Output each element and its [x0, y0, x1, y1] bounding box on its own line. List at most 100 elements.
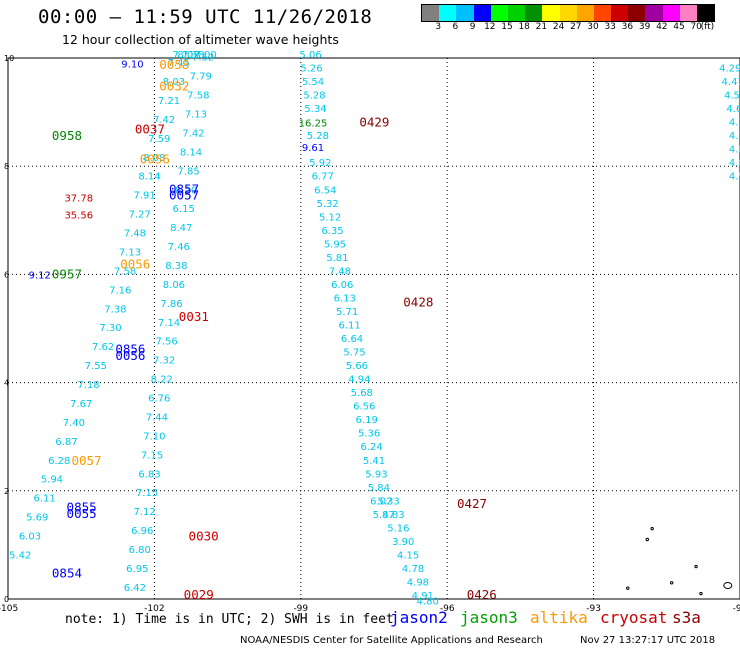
swh-value: 8.20	[175, 185, 197, 196]
swh-value: 4.60	[729, 158, 740, 169]
swh-value: 6.56	[353, 402, 375, 413]
satellite-label-cryosat: cryosat	[600, 608, 668, 627]
legend-swatch	[645, 5, 663, 21]
legend-label: 12	[484, 22, 496, 32]
swh-value: 7.14	[158, 318, 180, 329]
pass-time-label: 0957	[52, 267, 82, 282]
swh-value: 7.16	[109, 285, 131, 296]
legend-swatch	[662, 5, 680, 21]
legend-label: 6	[452, 22, 459, 32]
swh-value: 7.42	[153, 115, 175, 126]
swh-value: 7.30	[99, 323, 121, 334]
swh-value: 8.22	[151, 375, 173, 386]
legend-label: 18	[518, 22, 530, 32]
swh-value: 4.50	[729, 172, 740, 183]
swh-value: 7.18	[182, 50, 204, 61]
swh-value: 4.78	[402, 564, 424, 575]
swh-value: 7.46	[168, 242, 190, 253]
swh-value: 7.59	[148, 134, 170, 145]
pass-time-label: 0426	[467, 587, 497, 602]
x-tick-label: -99	[293, 604, 308, 614]
pass-time-label: 0031	[179, 309, 209, 324]
swh-value: 6.19	[356, 415, 378, 426]
swh-value: 6.11	[33, 494, 55, 505]
legend-label: 42	[656, 22, 668, 32]
swh-value: 5.75	[343, 348, 365, 359]
pass-time-label: 0428	[403, 294, 433, 309]
swh-value: 5.95	[324, 239, 346, 250]
swh-value: 8.14	[180, 147, 202, 158]
swh-value: 6.35	[321, 226, 343, 237]
legend-swatch	[611, 5, 629, 21]
swh-value: 4.91	[412, 591, 434, 602]
swh-value: 5.54	[302, 77, 324, 88]
swh-value: 4.29	[719, 64, 740, 75]
swh-value: 5.41	[363, 456, 385, 467]
pass-time-label: 0056	[115, 348, 145, 363]
swh-value: 5.12	[319, 212, 341, 223]
swh-value-jason2: 9.10	[121, 60, 143, 71]
swh-value: 7.15	[136, 488, 158, 499]
swh-value: 6.87	[55, 437, 77, 448]
swh-value: 4.15	[397, 550, 419, 561]
x-tick-label: -96	[440, 604, 455, 614]
legend-label: 3	[435, 22, 442, 32]
swh-value: 6.80	[129, 545, 151, 556]
legend-label: 70	[690, 22, 702, 32]
footnote: note: 1) Time is in UTC; 2) SWH is in fe…	[65, 612, 394, 627]
pass-time-label: 0427	[457, 496, 487, 511]
pass-time-label: 0056	[140, 151, 170, 166]
swh-value: 5.16	[387, 523, 409, 534]
swh-value: 7.13	[185, 110, 207, 121]
legend-swatch	[473, 5, 491, 21]
swh-value: 6.03	[19, 531, 41, 542]
swh-value: 7.21	[158, 96, 180, 107]
swh-value: 7.13	[119, 247, 141, 258]
island-marker	[669, 581, 674, 585]
swh-value: 7.42	[182, 128, 204, 139]
swh-value: 4.51	[724, 91, 740, 102]
swh-value: 5.81	[326, 253, 348, 264]
legend-swatch	[559, 5, 577, 21]
island-marker	[626, 586, 630, 590]
swh-value: 8.38	[165, 261, 187, 272]
legend-label: 9	[469, 22, 476, 32]
swh-value: 7.44	[146, 412, 168, 423]
swh-value: 7.12	[134, 507, 156, 518]
pass-time-label: 0057	[71, 453, 101, 468]
swh-value: 8.08	[143, 153, 165, 164]
legend-label: 33	[604, 22, 616, 32]
y-tick-label: 0	[4, 595, 9, 604]
swh-value: 5.94	[41, 475, 63, 486]
island-marker	[645, 537, 649, 542]
legend-label: 36	[621, 22, 634, 32]
swh-value: 6.96	[131, 526, 153, 537]
swh-value: 4.47	[722, 77, 740, 88]
island-marker	[694, 564, 698, 569]
y-tick-label: 10	[4, 54, 14, 63]
swh-value: 5.42	[9, 550, 31, 561]
swh-value-jason2: 9.12	[29, 271, 51, 282]
page-title: 00:00 – 11:59 UTC 11/26/2018	[38, 6, 373, 28]
swh-value: 4.94	[348, 375, 370, 386]
swh-value: 7.32	[153, 356, 175, 367]
legend-label: 39	[638, 22, 651, 32]
swh-value: 7.27	[129, 210, 151, 221]
swh-value-jason2: 9.61	[302, 143, 324, 154]
swh-value: 7.45	[168, 58, 190, 69]
legend-swatch	[525, 5, 543, 21]
swh-value: 7.15	[141, 450, 163, 461]
color-scale-legend	[421, 4, 716, 22]
legend-label: 21	[535, 22, 548, 32]
swh-value: 8.03	[163, 77, 185, 88]
swh-value: 8.47	[170, 223, 192, 234]
pass-time-label: 0058	[159, 57, 189, 72]
swh-value: 7.10	[143, 431, 165, 442]
x-tick-label: -105	[0, 604, 18, 614]
legend-swatch	[697, 5, 715, 21]
swh-value: 4.80	[729, 145, 740, 156]
swh-value: 6.24	[360, 442, 382, 453]
swh-value: 5.92	[309, 158, 331, 169]
legend-swatch	[507, 5, 526, 21]
swh-value: 5.26	[300, 64, 322, 75]
